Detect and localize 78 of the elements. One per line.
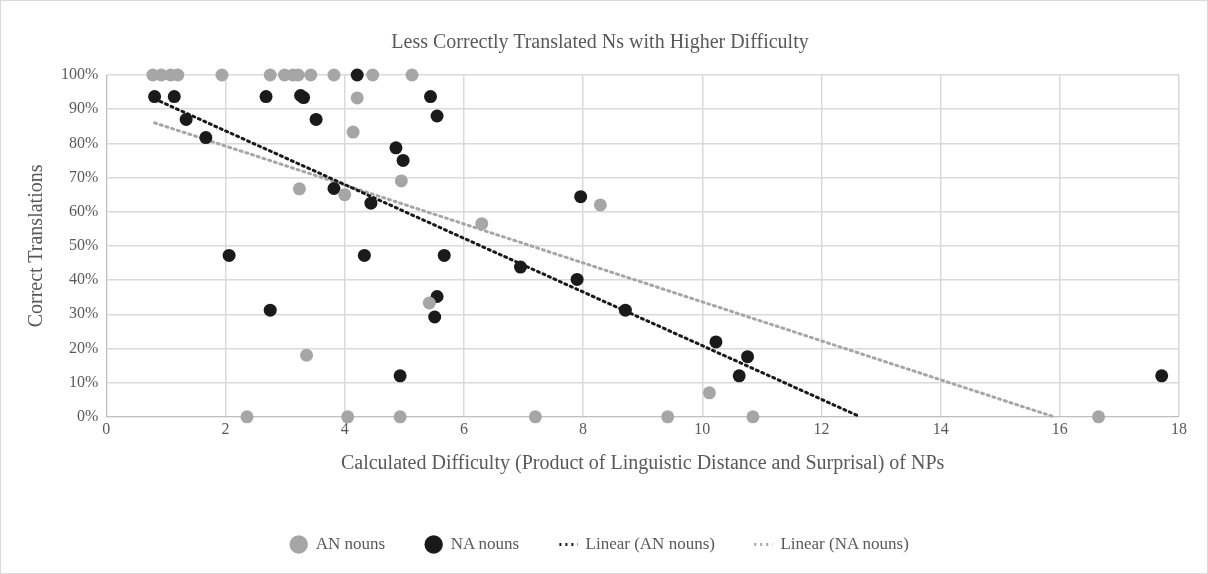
point [570,272,584,286]
point [732,369,746,383]
y-tick-label: 40% [69,270,99,288]
point [215,68,229,82]
point [1155,369,1169,383]
x-tick-label: 16 [1051,419,1068,437]
y-tick-label: 60% [69,201,99,219]
y-tick-label: 80% [69,133,99,151]
point [396,153,410,167]
point [437,248,451,262]
y-tick-label: 30% [69,304,99,322]
point [389,141,403,155]
point [341,410,355,424]
point [428,310,442,324]
point [350,91,364,105]
point [574,190,588,204]
y-tick-label: 0% [77,407,99,424]
point [309,112,323,126]
point [346,125,360,139]
point [304,68,318,82]
point [357,248,371,262]
y-tick-label: 90% [69,99,99,117]
point [148,90,162,104]
point [350,68,364,82]
chart-title: Less Correctly Translated Ns with Higher Difficulty [391,30,809,54]
y-axis-title: Correct Translations [24,164,47,328]
point [661,410,675,424]
point [222,248,236,262]
point [475,217,489,231]
x-tick-label: 12 [813,419,830,437]
point [199,131,213,145]
y-tick-label: 10% [69,372,99,390]
point [394,174,408,188]
point [702,386,716,400]
point [259,90,273,104]
x-tick-label: 4 [340,419,349,437]
legend-label: Linear (NA nouns) [780,533,909,553]
point [514,260,527,274]
point [338,188,352,202]
point [528,410,542,424]
point [167,90,181,104]
x-tick-label: 0 [102,419,111,437]
x-tick-label: 18 [1171,419,1187,437]
point [430,109,444,123]
point [327,68,341,82]
point [240,410,254,424]
point [405,68,419,82]
x-axis-title: Calculated Difficulty (Product of Linguistic Distance and Surprisal) of NPs [340,451,945,475]
point [593,198,607,212]
x-tick-label: 6 [459,419,468,437]
x-tick-label: 10 [694,419,711,437]
point [393,369,407,383]
point [263,68,277,82]
y-tick-label: 70% [69,167,99,185]
x-tick-label: 8 [579,419,588,437]
y-tick-label: 100% [61,65,99,83]
point [393,410,407,424]
y-tick-label: 50% [69,236,99,254]
y-tick-label: 20% [69,338,99,356]
point [300,348,314,362]
x-tick-label: 2 [221,419,230,437]
point [709,335,723,349]
legend-label: AN nouns [315,533,386,553]
point [424,90,438,104]
point [746,410,760,424]
point [292,182,306,196]
point [366,68,380,82]
point [327,181,341,195]
legend-label: NA nouns [450,533,520,553]
point [179,112,193,126]
point [618,303,632,317]
x-tick-label: 14 [932,419,949,437]
legend-label: Linear (AN nouns) [585,533,715,553]
point [364,196,378,210]
point [741,350,755,364]
point [263,303,277,317]
point [422,296,436,310]
point [1092,410,1106,424]
